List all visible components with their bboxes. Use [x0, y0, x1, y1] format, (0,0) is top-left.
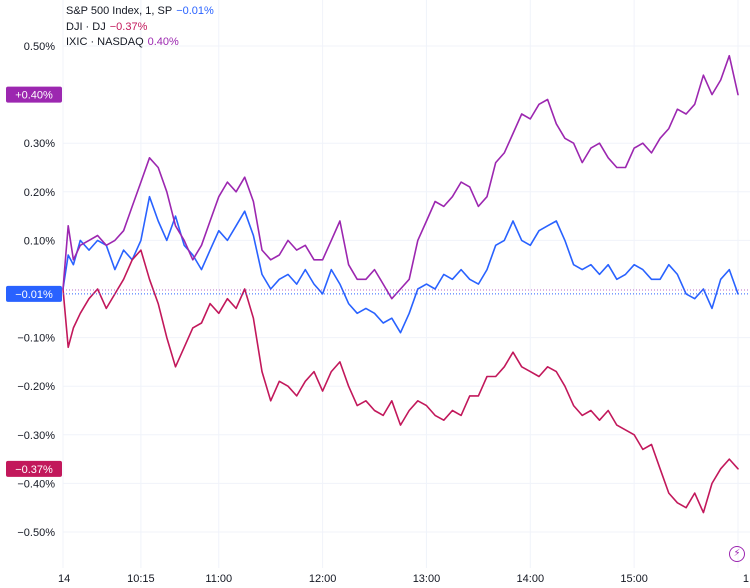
y-tick-label: −0.20%	[17, 381, 55, 393]
y-tick-label: 0.10%	[24, 235, 55, 247]
legend-series-name: S&P 500 Index, 1, SP	[66, 5, 173, 17]
series-lines	[62, 54, 739, 514]
x-tick-label: 14	[58, 573, 70, 585]
price-badge-label: −0.01%	[15, 289, 53, 301]
legend-item-ixic[interactable]: IXIC · NASDAQ 0.40%	[66, 35, 214, 51]
x-tick-label: 12:00	[309, 573, 337, 585]
series-line	[62, 195, 739, 334]
lightning-icon[interactable]: ⚡︎	[729, 546, 745, 562]
y-tick-label: −0.40%	[17, 478, 55, 490]
y-tick-label: 0.30%	[24, 138, 55, 150]
series-line	[62, 54, 739, 300]
legend: S&P 500 Index, 1, SP −0.01% DJI · DJ −0.37…	[66, 4, 214, 51]
x-tick-label: 13:00	[413, 573, 441, 585]
y-tick-label: 0.20%	[24, 187, 55, 199]
grid	[62, 0, 750, 568]
x-axis: 14 10:15 11:00 12:00 13:00 14:00 15:00 1	[58, 573, 749, 585]
x-tick-label: 1	[743, 573, 749, 585]
legend-series-name: DJI · DJ	[66, 20, 106, 33]
y-tick-label: −0.10%	[17, 333, 55, 345]
legend-series-value: −0.37%	[109, 20, 148, 33]
last-value-lines	[63, 289, 750, 295]
y-tick-label: −0.30%	[17, 430, 55, 442]
price-badge	[6, 460, 62, 477]
price-badge	[6, 285, 62, 302]
price-badge-label: +0.40%	[15, 90, 53, 102]
price-badge-label: −0.37%	[15, 464, 53, 476]
price-badge	[6, 86, 62, 103]
x-tick-label: 11:00	[205, 573, 232, 585]
legend-series-value: −0.01%	[176, 5, 214, 17]
x-tick-label: 14:00	[517, 573, 545, 585]
x-tick-label: 10:15	[127, 573, 155, 585]
x-tick-label: 15:00	[620, 573, 648, 585]
legend-series-name: IXIC · NASDAQ	[66, 36, 144, 48]
legend-item-dji[interactable]: DJI · DJ −0.37%	[66, 20, 214, 36]
legend-item-sp500[interactable]: S&P 500 Index, 1, SP −0.01%	[66, 4, 214, 20]
y-axis: 0.50% 0.30% 0.20% 0.10% −0.10% −0.20% −0.30% −0…	[17, 41, 55, 539]
legend-series-value: 0.40%	[147, 36, 179, 48]
price-badges: +0.40% −0.01% −0.37%	[6, 86, 62, 477]
y-tick-label: 0.50%	[24, 41, 55, 53]
series-line	[62, 249, 739, 514]
y-tick-label: −0.50%	[17, 527, 55, 539]
